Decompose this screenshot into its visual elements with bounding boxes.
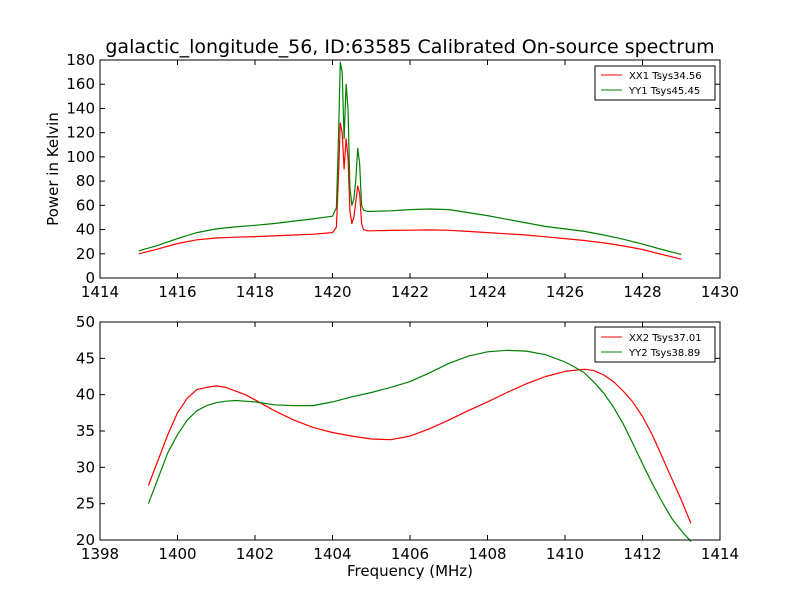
top-y-tick-label: 160 — [66, 75, 95, 93]
bottom-series-line-1 — [147, 349, 692, 542]
top-x-tick-label: 1430 — [701, 283, 739, 301]
bottom-x-axis-label: Frequency (MHz) — [347, 562, 473, 580]
top-y-tick-label: 140 — [66, 99, 95, 117]
bottom-y-tick-label: 45 — [76, 349, 95, 367]
bottom-x-tick-label: 1398 — [81, 545, 119, 563]
top-legend-box — [594, 65, 716, 101]
bottom-x-tick-label: 1404 — [313, 545, 351, 563]
bottom-y-tick-label: 30 — [76, 458, 95, 476]
top-x-tick-label: 1424 — [468, 283, 506, 301]
top-x-tick-label: 1422 — [391, 283, 429, 301]
top-y-tick-label: 40 — [76, 221, 95, 239]
top-y-tick-label: 0 — [85, 269, 95, 287]
bottom-legend-box — [594, 326, 716, 363]
bottom-legend-label-yy2: YY2 Tsys38.89 — [628, 348, 700, 359]
top-series-line-1 — [138, 61, 682, 255]
bottom-series-lines — [147, 349, 692, 542]
top-y-tick-label: 180 — [66, 51, 95, 69]
bottom-y-tick-label: 50 — [76, 313, 95, 331]
bottom-y-tick-label: 35 — [76, 422, 95, 440]
bottom-series-line-0 — [147, 368, 692, 524]
top-y-tick-label: 120 — [66, 124, 95, 142]
bottom-y-tick-label: 25 — [76, 495, 95, 513]
top-legend-label-yy1: YY1 Tsys45.45 — [628, 86, 700, 97]
bottom-x-tick-label: 1402 — [236, 545, 274, 563]
top-series-lines — [138, 61, 682, 260]
top-y-tick-label: 60 — [76, 196, 95, 214]
top-axis-ticks: 1414 1416 1418 1420 1422 1424 1426 1428 1430 0 20 4… — [66, 51, 739, 301]
top-x-tick-label: 1418 — [236, 283, 274, 301]
top-legend-label-xx1: XX1 Tsys34.56 — [629, 71, 702, 82]
bottom-x-tick-label: 1408 — [468, 545, 506, 563]
bottom-y-tick-label: 40 — [76, 386, 95, 404]
top-y-axis-label: Power in Kelvin — [44, 112, 62, 226]
top-x-tick-label: 1426 — [546, 283, 584, 301]
top-series-line-0 — [138, 122, 682, 260]
chart-title: galactic_longitude_56, ID:63585 Calibrat… — [105, 36, 714, 58]
bottom-y-tick-label: 20 — [76, 531, 95, 549]
bottom-legend: XX2 Tsys37.01 YY2 Tsys38.89 — [594, 326, 716, 363]
top-y-tick-label: 100 — [66, 148, 95, 166]
top-x-tick-label: 1416 — [158, 283, 196, 301]
bottom-x-tick-label: 1414 — [701, 545, 739, 563]
bottom-x-tick-label: 1412 — [623, 545, 661, 563]
top-x-tick-label: 1428 — [623, 283, 661, 301]
top-x-tick-label: 1414 — [81, 283, 119, 301]
top-subplot: 1414 1416 1418 1420 1422 1424 1426 1428 1430 0 20 4… — [44, 51, 739, 301]
bottom-subplot: 1398 1400 1402 1404 1406 1408 1410 1412 1414 20 25… — [76, 313, 739, 580]
bottom-x-tick-label: 1406 — [391, 545, 429, 563]
top-y-tick-label: 20 — [76, 245, 95, 263]
top-y-tick-label: 80 — [76, 172, 95, 190]
bottom-x-tick-label: 1400 — [158, 545, 196, 563]
bottom-legend-label-xx2: XX2 Tsys37.01 — [629, 333, 702, 344]
top-legend: XX1 Tsys34.56 YY1 Tsys45.45 — [594, 65, 716, 101]
top-x-tick-label: 1420 — [313, 283, 351, 301]
bottom-x-tick-label: 1410 — [546, 545, 584, 563]
bottom-axis-ticks: 1398 1400 1402 1404 1406 1408 1410 1412 1414 20 25… — [76, 313, 739, 563]
